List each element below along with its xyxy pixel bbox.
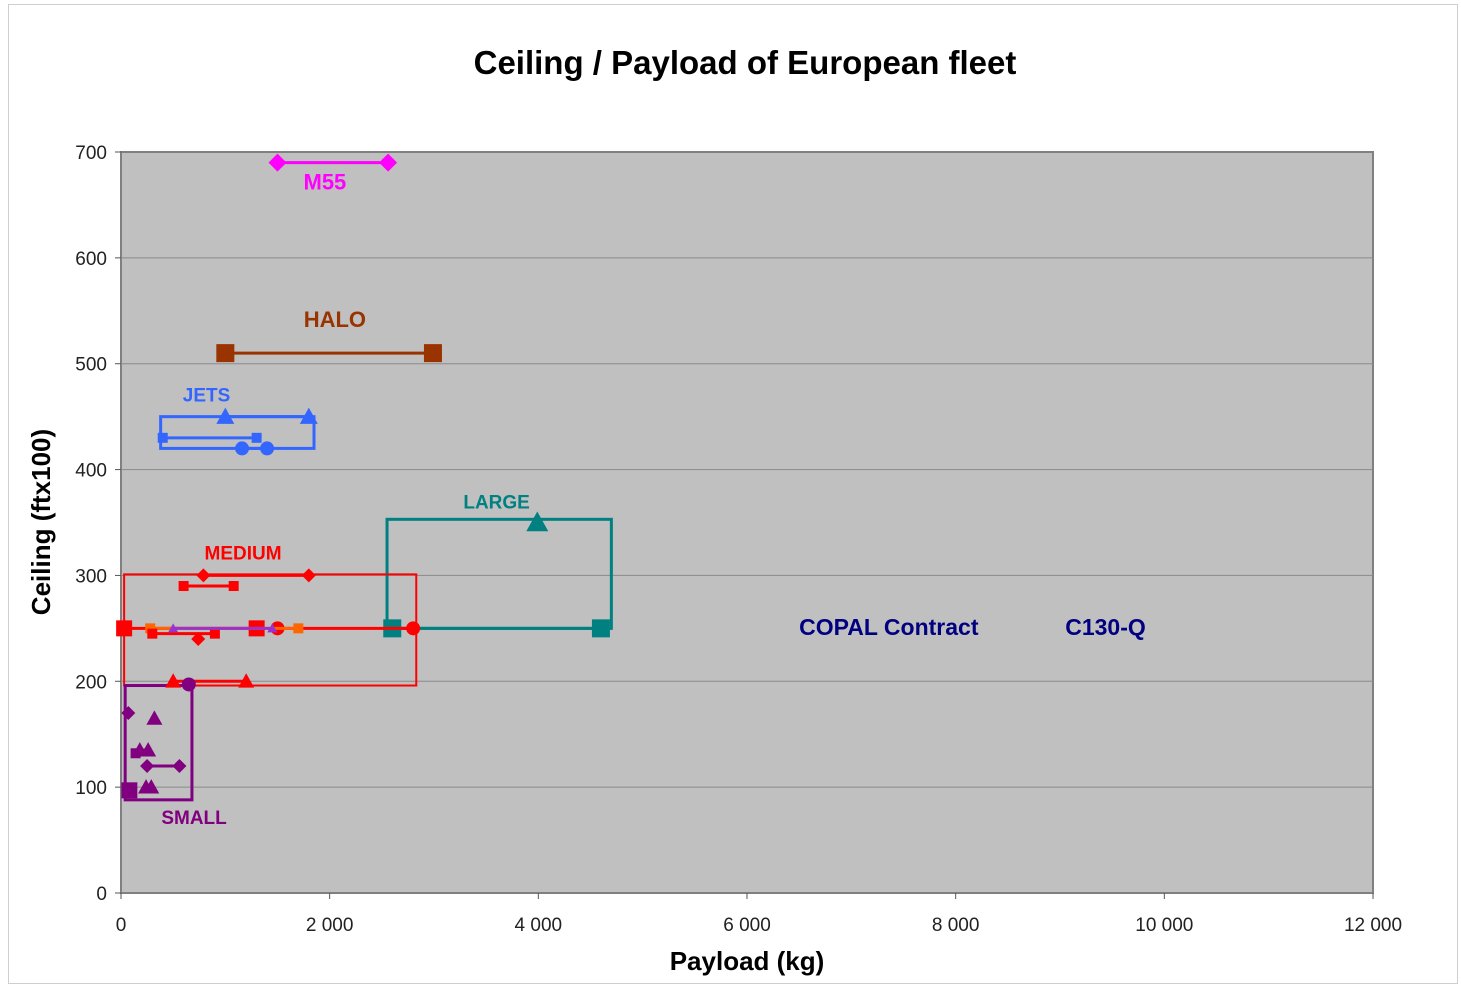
y-tick-label: 100: [75, 778, 107, 799]
diamond-marker: [191, 631, 206, 646]
x-axis-title: Payload (kg): [670, 946, 825, 976]
diamond-marker: [140, 758, 155, 773]
group-label: JETS: [183, 386, 231, 407]
triangle-marker: [143, 779, 160, 794]
group-box: [123, 684, 194, 802]
group-label: MEDIUM: [205, 543, 282, 564]
square-marker: [293, 623, 304, 634]
y-tick-label: 400: [75, 461, 107, 482]
square-marker: [251, 432, 262, 443]
square-marker: [116, 620, 133, 637]
x-tick-label: 12 000: [1344, 915, 1402, 936]
group-label: SMALL: [161, 808, 227, 829]
square-marker: [145, 623, 156, 634]
grid-lines: [121, 257, 1373, 788]
chart-title: Ceiling / Payload of European fleet: [474, 44, 1017, 81]
plot-area: [120, 151, 1374, 894]
y-axis-title: Ceiling (ftx100): [26, 429, 56, 615]
x-tick-label: 10 000: [1135, 915, 1193, 936]
y-tick-label: 500: [75, 355, 107, 376]
y-tick-label: 0: [96, 884, 107, 905]
group-labels: M55 HALO JETS LARGE MEDIUM SMALL COPAL Contrac…: [161, 170, 1145, 829]
square-marker: [147, 628, 158, 639]
diamond-marker: [301, 568, 316, 583]
triangle-marker: [299, 407, 318, 424]
group-label: C130-Q: [1065, 614, 1146, 640]
diamond-marker: [172, 758, 187, 773]
diamond-marker: [379, 153, 398, 172]
data-series: [116, 153, 610, 799]
triangle-marker: [238, 673, 255, 688]
circle-marker: [235, 441, 250, 456]
square-marker: [121, 782, 138, 799]
y-axis-ticks: 0 100 200 300 400 500 600 700: [75, 143, 121, 905]
group-label: HALO: [304, 307, 366, 332]
triangle-marker: [526, 511, 549, 532]
square-marker: [423, 344, 442, 363]
y-tick-label: 600: [75, 249, 107, 270]
x-tick-label: 0: [116, 915, 127, 936]
circle-marker: [406, 621, 421, 636]
x-tick-label: 2 000: [306, 915, 354, 936]
y-tick-label: 700: [75, 143, 107, 164]
triangle-marker: [216, 407, 235, 424]
diamond-marker: [196, 568, 211, 583]
square-marker: [178, 581, 189, 592]
y-tick-label: 300: [75, 566, 107, 587]
x-tick-label: 6 000: [723, 915, 771, 936]
triangle-marker: [267, 623, 278, 633]
circle-marker: [260, 441, 275, 456]
square-marker: [228, 581, 239, 592]
square-marker: [216, 344, 235, 363]
triangle-marker: [146, 710, 163, 725]
x-tick-label: 8 000: [932, 915, 980, 936]
triangle-marker: [165, 673, 182, 688]
x-tick-label: 4 000: [515, 915, 563, 936]
triangle-marker: [140, 742, 157, 757]
diamond-marker: [121, 706, 136, 721]
group-label: M55: [304, 170, 347, 195]
square-marker: [591, 619, 610, 638]
triangle-marker: [168, 623, 179, 633]
group-label: LARGE: [463, 492, 530, 513]
group-label: COPAL Contract: [799, 614, 979, 640]
square-marker: [157, 432, 168, 443]
diamond-marker: [268, 153, 287, 172]
square-marker: [130, 748, 141, 759]
square-marker: [209, 628, 220, 639]
x-axis-ticks: 0 2 000 4 000 6 000 8 000 10 000 12 000: [116, 893, 1402, 936]
y-tick-label: 200: [75, 672, 107, 693]
circle-marker: [181, 677, 196, 692]
